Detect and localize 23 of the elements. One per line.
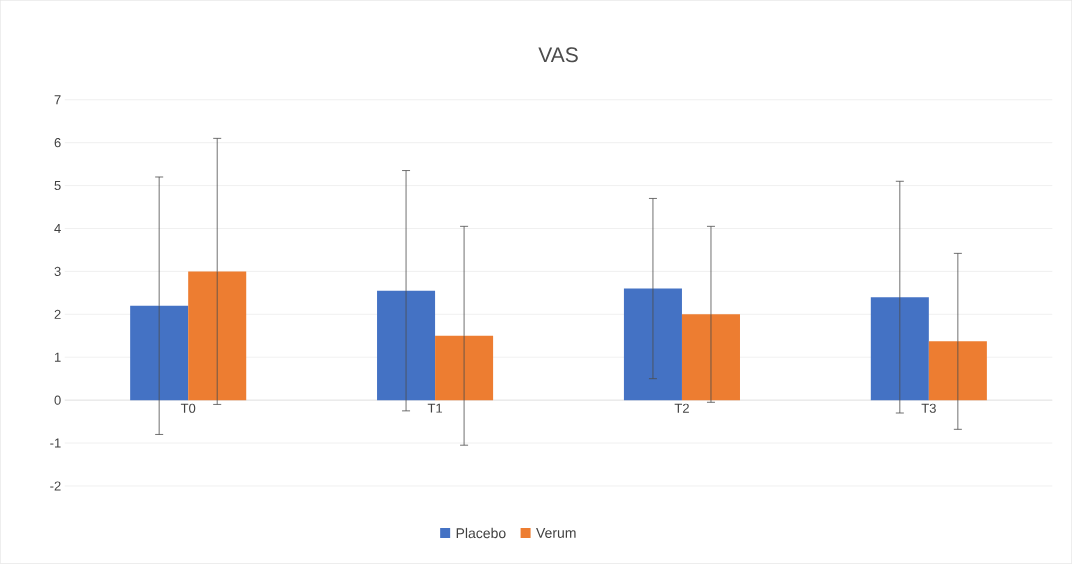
bar [377, 290, 436, 401]
y-tick-label: 0 [54, 395, 61, 405]
bar [130, 305, 189, 401]
y-tick-label: 4 [54, 224, 61, 234]
y-tick-label: 7 [54, 95, 61, 105]
legend-label: Verum [536, 528, 576, 539]
y-tick-label: 2 [54, 309, 61, 319]
bar [928, 341, 987, 401]
y-tick-label: 3 [54, 266, 61, 277]
x-tick-label: T3 [921, 403, 936, 413]
x-tick-label: T2 [674, 403, 689, 413]
bar [870, 297, 929, 401]
y-tick-label: 6 [54, 138, 61, 148]
chart-title: VAS [538, 47, 578, 63]
y-tick-label: -2 [50, 481, 61, 491]
y-tick-label: -1 [50, 438, 61, 448]
x-tick-label: T1 [427, 403, 443, 413]
bar [435, 335, 494, 401]
bar [188, 271, 247, 401]
y-tick-label: 1 [54, 352, 61, 362]
y-tick-label: 5 [54, 181, 61, 191]
legend-label: Placebo [456, 527, 506, 539]
x-tick-label: T0 [180, 403, 196, 413]
